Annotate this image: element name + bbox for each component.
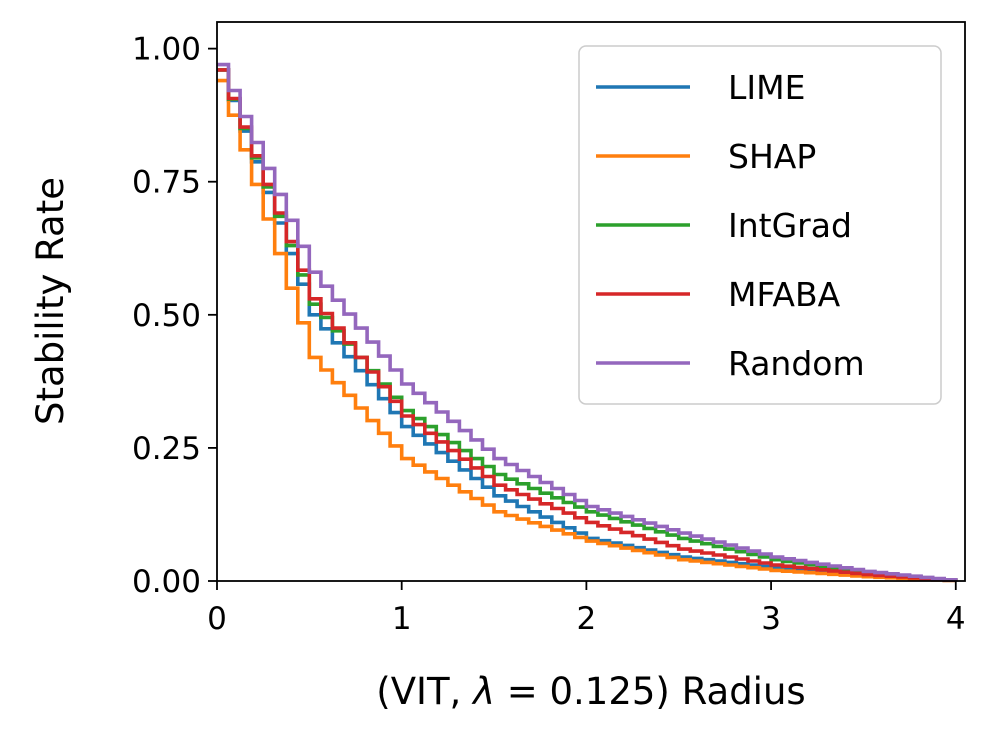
legend-box [578,45,942,405]
legend: LIME SHAP IntGrad MFABA Random [578,45,942,405]
legend-label-random: Random [728,344,865,383]
series-line-shap [217,78,958,583]
y-axis-ticks: 0.00 0.25 0.50 0.75 1.00 [132,32,217,600]
x-axis-label-lambda: λ [471,670,495,713]
y-tick-label: 0.75 [132,165,201,201]
x-axis-label-prefix: (VIT, [376,670,473,713]
x-axis-ticks: 0 1 2 3 4 [207,581,966,637]
plot-frame [216,21,966,582]
x-axis-label-value: = 0.125) Radius [495,670,806,713]
x-tick-label: 1 [392,601,412,637]
legend-label-intgrad: IntGrad [728,206,852,245]
y-axis-label: Stability Rate [29,177,72,425]
x-tick-label: 2 [577,601,597,637]
legend-label-shap: SHAP [728,137,816,176]
x-tick-label: 3 [761,601,781,637]
y-tick-label: 1.00 [132,32,201,68]
y-tick-label: 0.00 [132,564,201,600]
x-axis-label: (VIT, λ = 0.125) Radius [376,670,805,713]
y-tick-label: 0.50 [132,298,201,334]
series-line-mfaba [217,68,958,582]
x-tick-label: 4 [946,601,966,637]
y-tick-label: 0.25 [132,431,201,467]
legend-label-mfaba: MFABA [728,275,841,314]
x-tick-label: 0 [207,601,227,637]
series-group [217,62,958,583]
legend-label-lime: LIME [728,68,805,107]
series-line-random [217,62,958,582]
